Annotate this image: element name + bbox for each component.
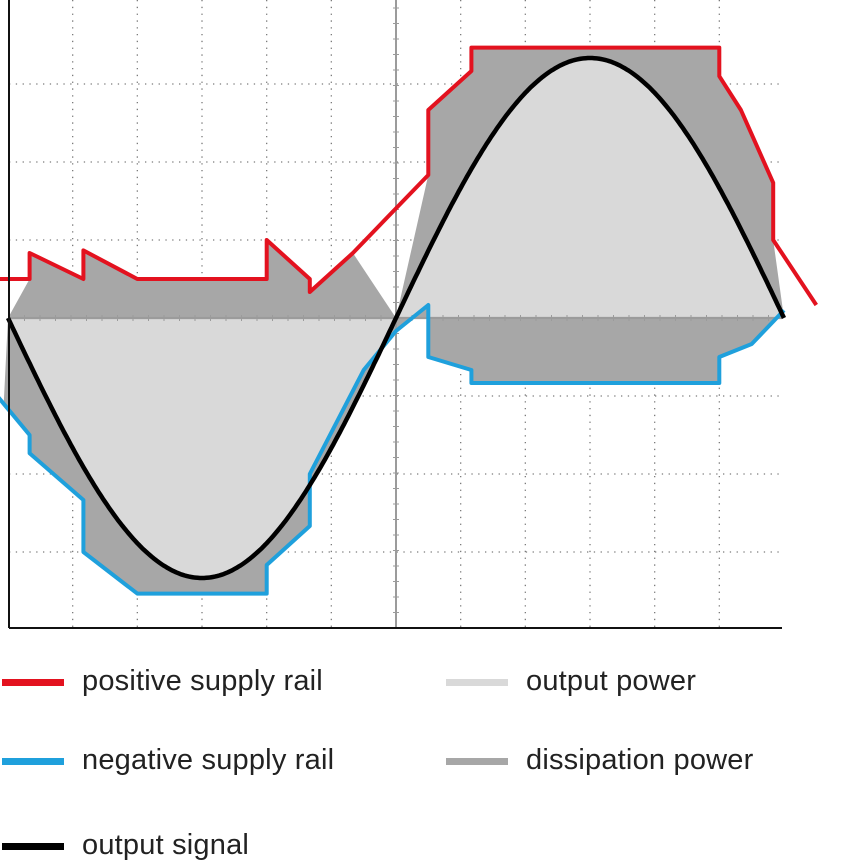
- output-signal-line: [5, 55, 787, 581]
- negative-supply-rail-line: [0, 303, 786, 596]
- legend-label-dissipation: dissipation power: [526, 744, 754, 776]
- positive-supply-rail-line: [0, 45, 818, 307]
- legend-label-negative: negative supply rail: [82, 744, 335, 776]
- plot-frame: [8, 0, 782, 629]
- dissipation-area-lower: [3, 318, 396, 594]
- legend-label-signal: output signal: [82, 829, 250, 861]
- legend-swatch-negative: [2, 758, 64, 765]
- supply-rails: [0, 45, 818, 596]
- legend-label-output-power: output power: [526, 665, 697, 697]
- chart-plot: [0, 0, 818, 629]
- legend-label-positive: positive supply rail: [82, 665, 323, 697]
- legend-swatch-dissipation: [446, 758, 508, 765]
- legend-swatch-positive: [2, 679, 64, 686]
- output-signal-layer: [5, 55, 787, 581]
- legend-swatch-signal: [2, 843, 64, 850]
- dissipation-area-lower-right: [396, 305, 784, 383]
- dissipation-area-upper: [396, 47, 784, 318]
- legend-swatch-output-power: [446, 679, 508, 686]
